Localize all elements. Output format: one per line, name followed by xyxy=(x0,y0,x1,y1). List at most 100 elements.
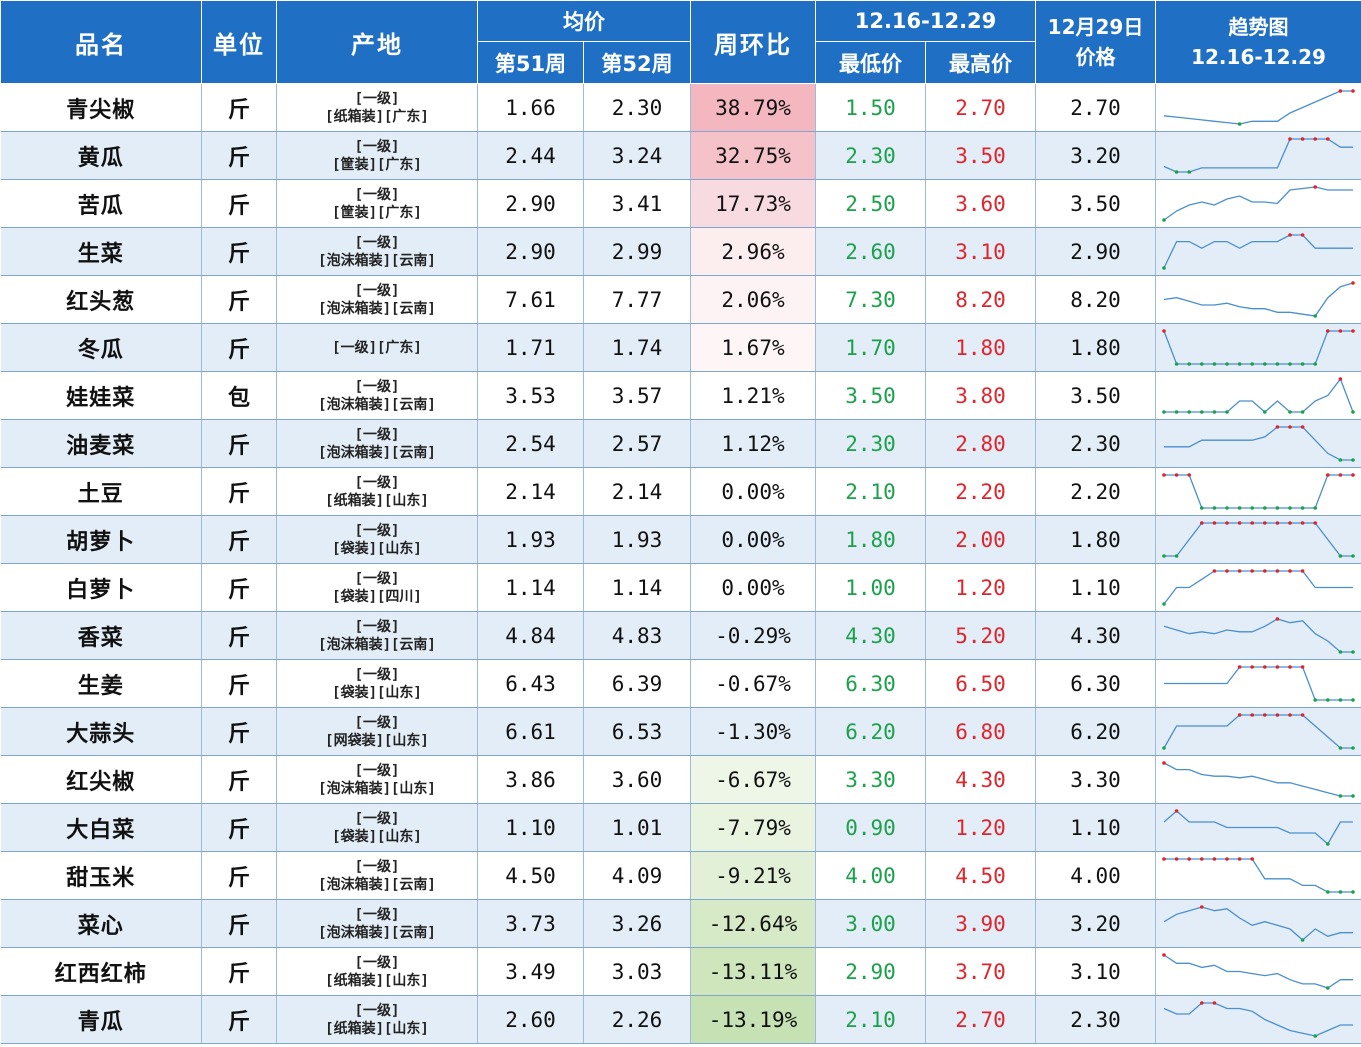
product-name: 白萝卜 xyxy=(0,563,202,612)
trend-sparkline xyxy=(1155,227,1361,276)
sparkline-chart xyxy=(1163,137,1354,174)
origin-cell: [一级] [泡沫箱装][山东] xyxy=(276,755,478,804)
sparkline-min-point xyxy=(1338,890,1343,894)
sparkline-max-point xyxy=(1288,521,1292,525)
sparkline-chart xyxy=(1163,809,1354,846)
sparkline-min-point xyxy=(1351,698,1355,702)
week-change: 0.00% xyxy=(690,515,816,564)
week51-price: 1.14 xyxy=(477,563,584,612)
high-price: 6.50 xyxy=(925,659,1037,708)
table-row: 菜心斤 [一级] [泡沫箱装][云南] 3.73 3.26 -12.64% 3.00 3.90… xyxy=(0,899,1361,948)
week52-price: 4.09 xyxy=(583,851,691,900)
origin-grade: [一级] xyxy=(354,282,400,299)
sparkline-min-point xyxy=(1237,362,1242,366)
header-unit: 单位 xyxy=(201,0,277,84)
sparkline-min-point xyxy=(1300,938,1305,942)
table-row: 胡萝卜斤 [一级] [袋装][山东] 1.93 1.93 0.00% 1.80 2.00 1.8… xyxy=(0,515,1361,564)
sparkline-max-point xyxy=(1300,521,1305,525)
header-origin: 产地 xyxy=(276,0,478,84)
high-price: 5.20 xyxy=(925,611,1037,660)
origin-place: [纸箱装][山东] xyxy=(325,972,429,989)
sparkline-chart xyxy=(1164,665,1355,702)
week52-price: 3.24 xyxy=(583,131,691,180)
origin-place: [泡沫箱装][云南] xyxy=(318,396,436,413)
high-price: 4.50 xyxy=(925,851,1037,900)
current-price: 4.00 xyxy=(1035,851,1157,900)
sparkline-max-point xyxy=(1288,665,1292,669)
sparkline-min-point xyxy=(1338,458,1343,462)
week51-price: 2.90 xyxy=(477,227,584,276)
current-price: 2.70 xyxy=(1035,83,1157,132)
table-row: 油麦菜斤 [一级] [泡沫箱装][云南] 2.54 2.57 1.12% 2.30 2.80 2… xyxy=(0,419,1361,468)
high-price: 3.90 xyxy=(925,899,1037,948)
week-change: -13.11% xyxy=(690,947,816,996)
unit-cell: 斤 xyxy=(201,755,277,804)
unit-cell: 斤 xyxy=(201,707,277,756)
sparkline-line xyxy=(1164,474,1354,509)
sparkline-chart xyxy=(1162,233,1354,270)
table-row: 冬瓜斤 [一级][广东] 1.71 1.74 1.67% 1.70 1.80 1.80 xyxy=(0,323,1361,372)
high-price: 1.80 xyxy=(925,323,1037,372)
unit-cell: 斤 xyxy=(201,899,277,948)
origin-place: [筐装][广东] xyxy=(332,156,422,173)
trend-sparkline xyxy=(1155,83,1361,132)
sparkline-line xyxy=(1164,858,1354,893)
sparkline-max-point xyxy=(1288,569,1292,573)
sparkline-min-point xyxy=(1351,650,1355,654)
sparkline-max-point xyxy=(1187,473,1192,477)
week52-price: 3.57 xyxy=(583,371,691,420)
table-row: 红尖椒斤 [一级] [泡沫箱装][山东] 3.86 3.60 -6.67% 3.30 4.30… xyxy=(0,755,1361,804)
sparkline-chart xyxy=(1162,713,1355,750)
unit-cell: 斤 xyxy=(201,947,277,996)
high-price: 2.70 xyxy=(925,83,1037,132)
origin-place: [纸箱装][山东] xyxy=(325,1020,429,1037)
origin-cell: [一级] [泡沫箱装][云南] xyxy=(276,899,478,948)
week52-price: 1.93 xyxy=(583,515,691,564)
header-date-range: 12.16-12.29 xyxy=(814,0,1037,42)
header-current-price: 12月29日 价格 xyxy=(1035,0,1157,84)
sparkline-max-point xyxy=(1237,521,1242,525)
header-avg-price: 均价 xyxy=(477,0,691,42)
sparkline-min-point xyxy=(1338,698,1343,702)
unit-cell: 斤 xyxy=(201,275,277,324)
origin-cell: [一级] [袋装][山东] xyxy=(276,659,478,708)
sparkline-min-point xyxy=(1200,410,1204,414)
week51-price: 3.73 xyxy=(477,899,584,948)
week52-price: 1.01 xyxy=(583,803,691,852)
origin-cell: [一级] [网袋装][山东] xyxy=(276,707,478,756)
table-row: 甜玉米斤 [一级] [泡沫箱装][云南] 4.50 4.09 -9.21% 4.00 4.50… xyxy=(0,851,1361,900)
current-price: 2.90 xyxy=(1035,227,1157,276)
sparkline-chart xyxy=(1162,857,1355,894)
sparkline-max-point xyxy=(1263,569,1267,573)
origin-grade: [一级] xyxy=(354,1002,400,1019)
origin-grade: [一级] xyxy=(354,906,400,923)
unit-cell: 斤 xyxy=(201,131,277,180)
origin-grade: [一级][广东] xyxy=(332,339,422,356)
header-high-price: 最高价 xyxy=(924,41,1037,84)
current-price: 2.30 xyxy=(1035,419,1157,468)
sparkline-min-point xyxy=(1326,986,1330,990)
unit-cell: 斤 xyxy=(201,467,277,516)
origin-place: [袋装][山东] xyxy=(332,684,422,701)
sparkline-min-point xyxy=(1313,314,1318,318)
sparkline-min-point xyxy=(1351,794,1355,798)
origin-grade: [一级] xyxy=(354,618,400,635)
sparkline-max-point xyxy=(1275,521,1280,525)
table-row: 青尖椒斤 [一级] [纸箱装][广东] 1.66 2.30 38.79% 1.50 2.70 2… xyxy=(0,83,1361,132)
week51-price: 3.53 xyxy=(477,371,584,420)
sparkline-line xyxy=(1164,522,1354,557)
week-change: 2.06% xyxy=(690,275,816,324)
sparkline-chart xyxy=(1164,425,1355,462)
table-row: 大蒜头斤 [一级] [网袋装][山东] 6.61 6.53 -1.30% 6.20 6.80 6… xyxy=(0,707,1361,756)
origin-grade: [一级] xyxy=(354,186,400,203)
sparkline-max-point xyxy=(1326,329,1330,333)
product-name: 大蒜头 xyxy=(0,707,202,756)
header-trend: 趋势图 12.16-12.29 xyxy=(1155,0,1361,84)
sparkline-min-point xyxy=(1225,506,1229,510)
origin-cell: [一级] [筐装][广东] xyxy=(276,131,478,180)
sparkline-max-point xyxy=(1174,809,1179,813)
sparkline-max-point xyxy=(1300,665,1305,669)
origin-grade: [一级] xyxy=(354,570,400,587)
sparkline-max-point xyxy=(1237,569,1242,573)
sparkline-max-point xyxy=(1300,425,1305,429)
